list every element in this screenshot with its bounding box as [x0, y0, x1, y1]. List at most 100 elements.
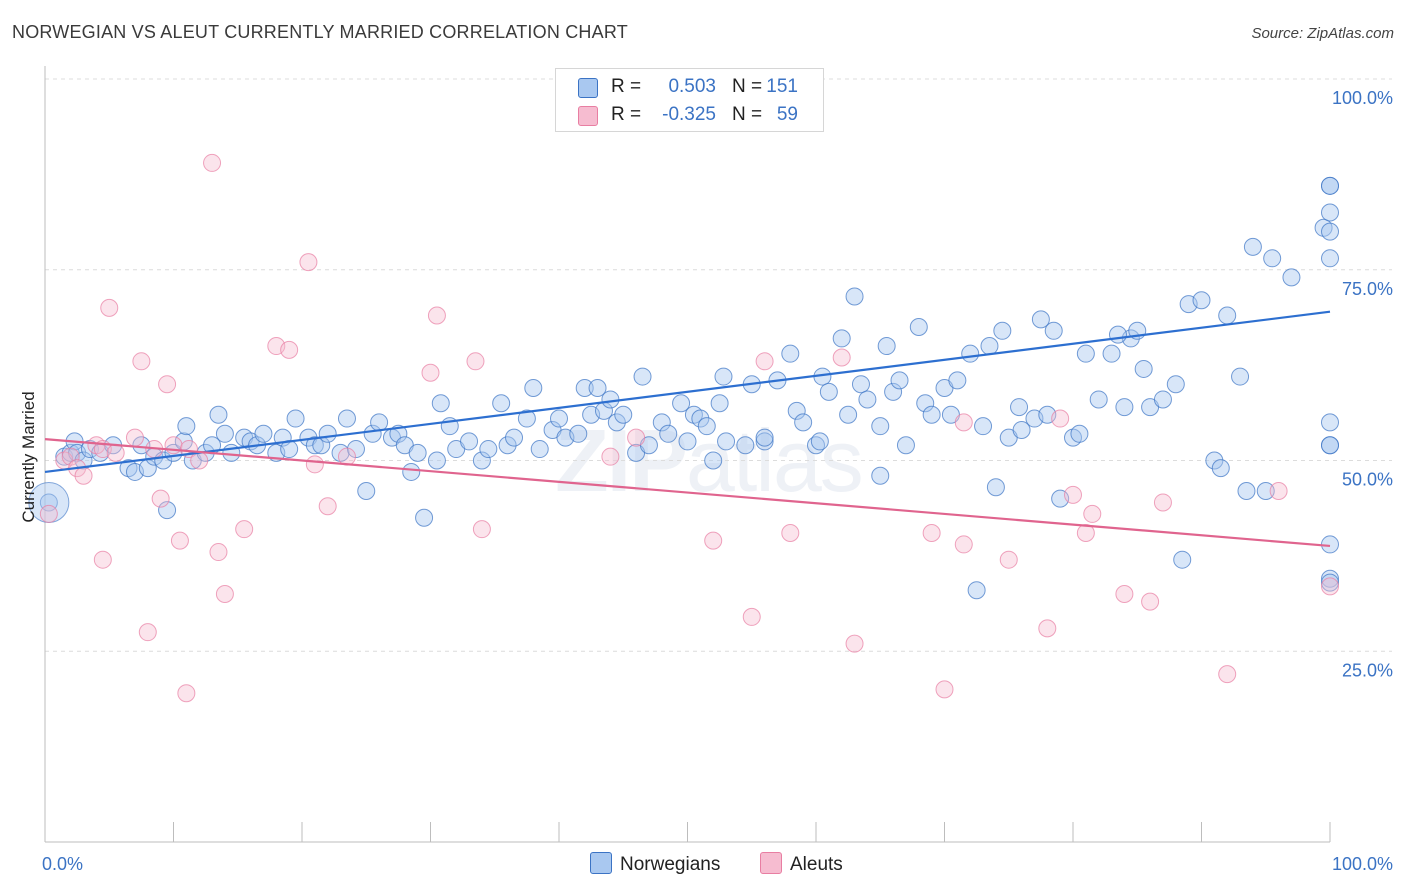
aleuts-point	[742, 607, 761, 626]
aleuts-point	[935, 680, 954, 699]
norwegians-point	[588, 379, 607, 398]
aleuts-point	[158, 375, 177, 394]
norwegians-point	[158, 501, 177, 520]
norwegians-point	[1231, 367, 1250, 386]
aleuts-point	[1141, 592, 1160, 611]
norwegians-point	[1108, 325, 1127, 344]
aleuts-point	[318, 497, 337, 516]
legend-n-value: 151	[766, 76, 798, 97]
y-tick-label: 100.0%	[1332, 88, 1393, 108]
bottom-swatch-aleuts	[760, 852, 782, 874]
legend-n-value: 59	[776, 104, 798, 125]
norwegians-point	[1102, 344, 1121, 363]
x-tick-label: 100.0%	[1332, 854, 1393, 874]
grid-lines	[45, 78, 1392, 652]
aleuts-point	[781, 523, 800, 542]
norwegians-point	[337, 409, 356, 428]
norwegians-point	[1173, 550, 1192, 569]
y-tick-label: 25.0%	[1342, 660, 1393, 680]
aleuts-point	[209, 543, 228, 562]
norwegians-point	[209, 405, 228, 424]
norwegians-point	[896, 436, 915, 455]
norwegians-point	[575, 379, 594, 398]
norwegians-point	[832, 329, 851, 348]
norwegians-point	[691, 409, 710, 428]
norwegians-point	[890, 371, 909, 390]
aleuts-point	[170, 531, 189, 550]
norwegians-point	[492, 394, 511, 413]
trend-lines	[44, 310, 1331, 548]
norwegians-point	[550, 409, 568, 428]
norwegians-point	[787, 401, 806, 420]
norwegians-point	[794, 413, 813, 432]
aleuts-point	[922, 523, 941, 542]
y-tick-label: 50.0%	[1342, 470, 1393, 490]
norwegians-point	[967, 581, 986, 600]
norwegians-point	[1218, 306, 1237, 325]
norwegians-point	[415, 508, 434, 527]
norwegians-point	[1243, 237, 1262, 256]
norwegians-point	[871, 417, 890, 436]
norwegians-point	[845, 287, 864, 306]
norwegians-point	[1010, 398, 1029, 417]
aleuts-point	[138, 623, 157, 642]
legend-r-label: R =	[611, 76, 642, 97]
norwegians-point	[993, 321, 1012, 340]
norwegians-point	[1031, 310, 1050, 329]
norwegians-point	[569, 424, 588, 443]
norwegians-point	[1321, 413, 1339, 432]
aleuts-point	[427, 306, 446, 325]
norwegians-point	[633, 367, 652, 386]
aleuts-point	[280, 340, 299, 359]
norwegians-point	[1192, 291, 1211, 310]
norwegians-point	[1321, 569, 1339, 588]
legend-r-value: -0.325	[662, 104, 716, 125]
norwegians-point	[408, 443, 427, 462]
norwegians-point	[1237, 482, 1256, 501]
aleuts-point	[466, 352, 485, 371]
norwegians-point	[1166, 375, 1185, 394]
legend-swatch-norwegians	[578, 78, 598, 98]
legend-swatch-aleuts	[578, 106, 598, 126]
norwegians-point	[1044, 321, 1063, 340]
norwegians-point	[177, 417, 196, 436]
aleuts-point	[215, 585, 234, 604]
bottom-swatch-norwegians	[590, 852, 612, 874]
norwegians-point	[986, 478, 1005, 497]
norwegians-point	[460, 432, 479, 451]
aleuts-point	[100, 298, 119, 317]
aleuts-point	[106, 443, 125, 462]
norwegians-point	[517, 409, 536, 428]
norwegians-point	[1321, 176, 1339, 195]
legend-n-label: N =	[732, 104, 763, 125]
norwegians-point	[427, 451, 446, 470]
norwegians-point	[1321, 203, 1339, 222]
norwegians-point	[1211, 459, 1230, 478]
norwegians-point	[819, 382, 838, 401]
norwegians-point	[909, 317, 928, 336]
aleuts-point	[1153, 493, 1172, 512]
norwegians-point	[916, 394, 935, 413]
norwegians-point	[357, 482, 376, 501]
legend: R = 0.503 N = 151 R = -0.325 N = 59	[555, 68, 824, 132]
y-tick-label: 75.0%	[1342, 279, 1393, 299]
aleuts-points	[39, 153, 1339, 703]
norwegians-point	[877, 337, 896, 356]
norwegians-point	[1282, 268, 1301, 287]
aleuts-point	[1083, 504, 1102, 523]
aleuts-point	[421, 363, 440, 382]
aleuts-point	[132, 352, 151, 371]
aleuts-point	[235, 520, 254, 539]
aleuts-point	[627, 428, 646, 447]
norwegians-point	[530, 440, 549, 459]
tick-labels: 100.0% 75.0% 50.0% 25.0% 0.0% 100.0%	[42, 88, 1393, 874]
norwegians-point	[614, 405, 633, 424]
norwegians-point	[781, 344, 800, 363]
aleuts-point	[151, 489, 170, 508]
norwegians-trend-line	[44, 310, 1331, 474]
norwegians-point	[305, 436, 324, 455]
norwegians-point	[1012, 420, 1031, 439]
norwegians-point	[851, 375, 870, 394]
aleuts-point	[1051, 409, 1070, 428]
norwegians-point	[871, 466, 890, 485]
